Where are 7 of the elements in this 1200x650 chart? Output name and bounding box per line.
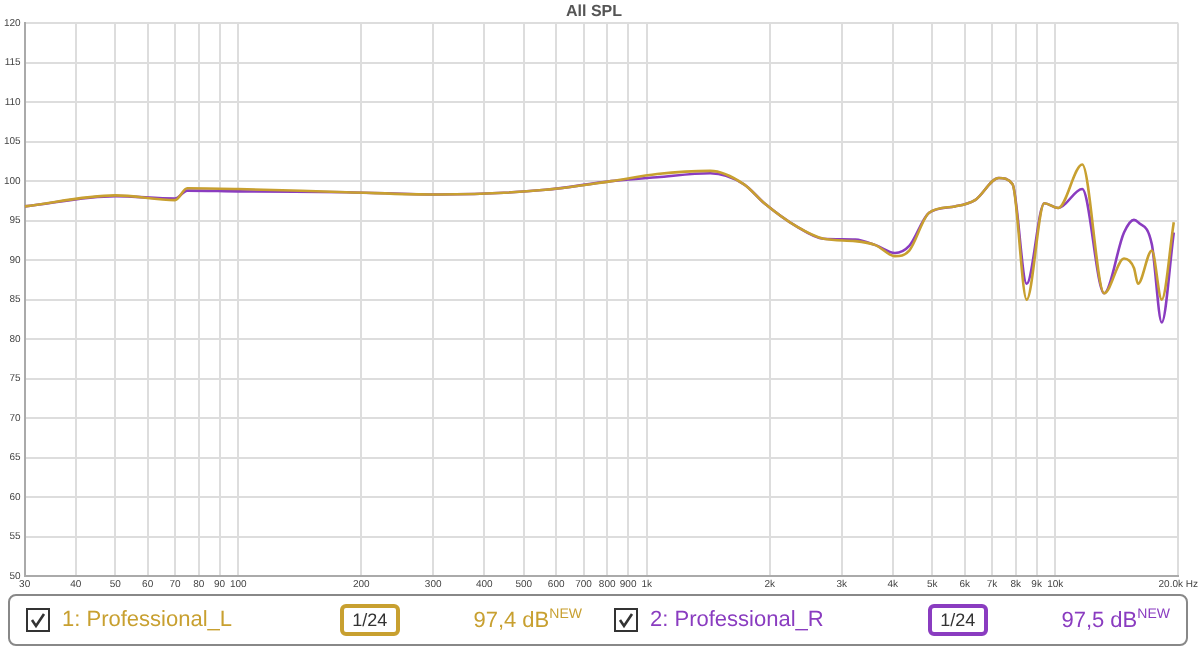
text: 97,4 dB$^{NEW}$ (473, 607, 582, 633)
text: 1/24 (340, 604, 400, 636)
text: 2: Professional_R (650, 608, 824, 632)
chart-title: All SPL (565, 2, 623, 21)
text: 1: Professional_L (62, 608, 232, 632)
text: 1/24 (928, 604, 988, 636)
text: 97,5 dB$^{NEW}$ (1061, 607, 1170, 633)
